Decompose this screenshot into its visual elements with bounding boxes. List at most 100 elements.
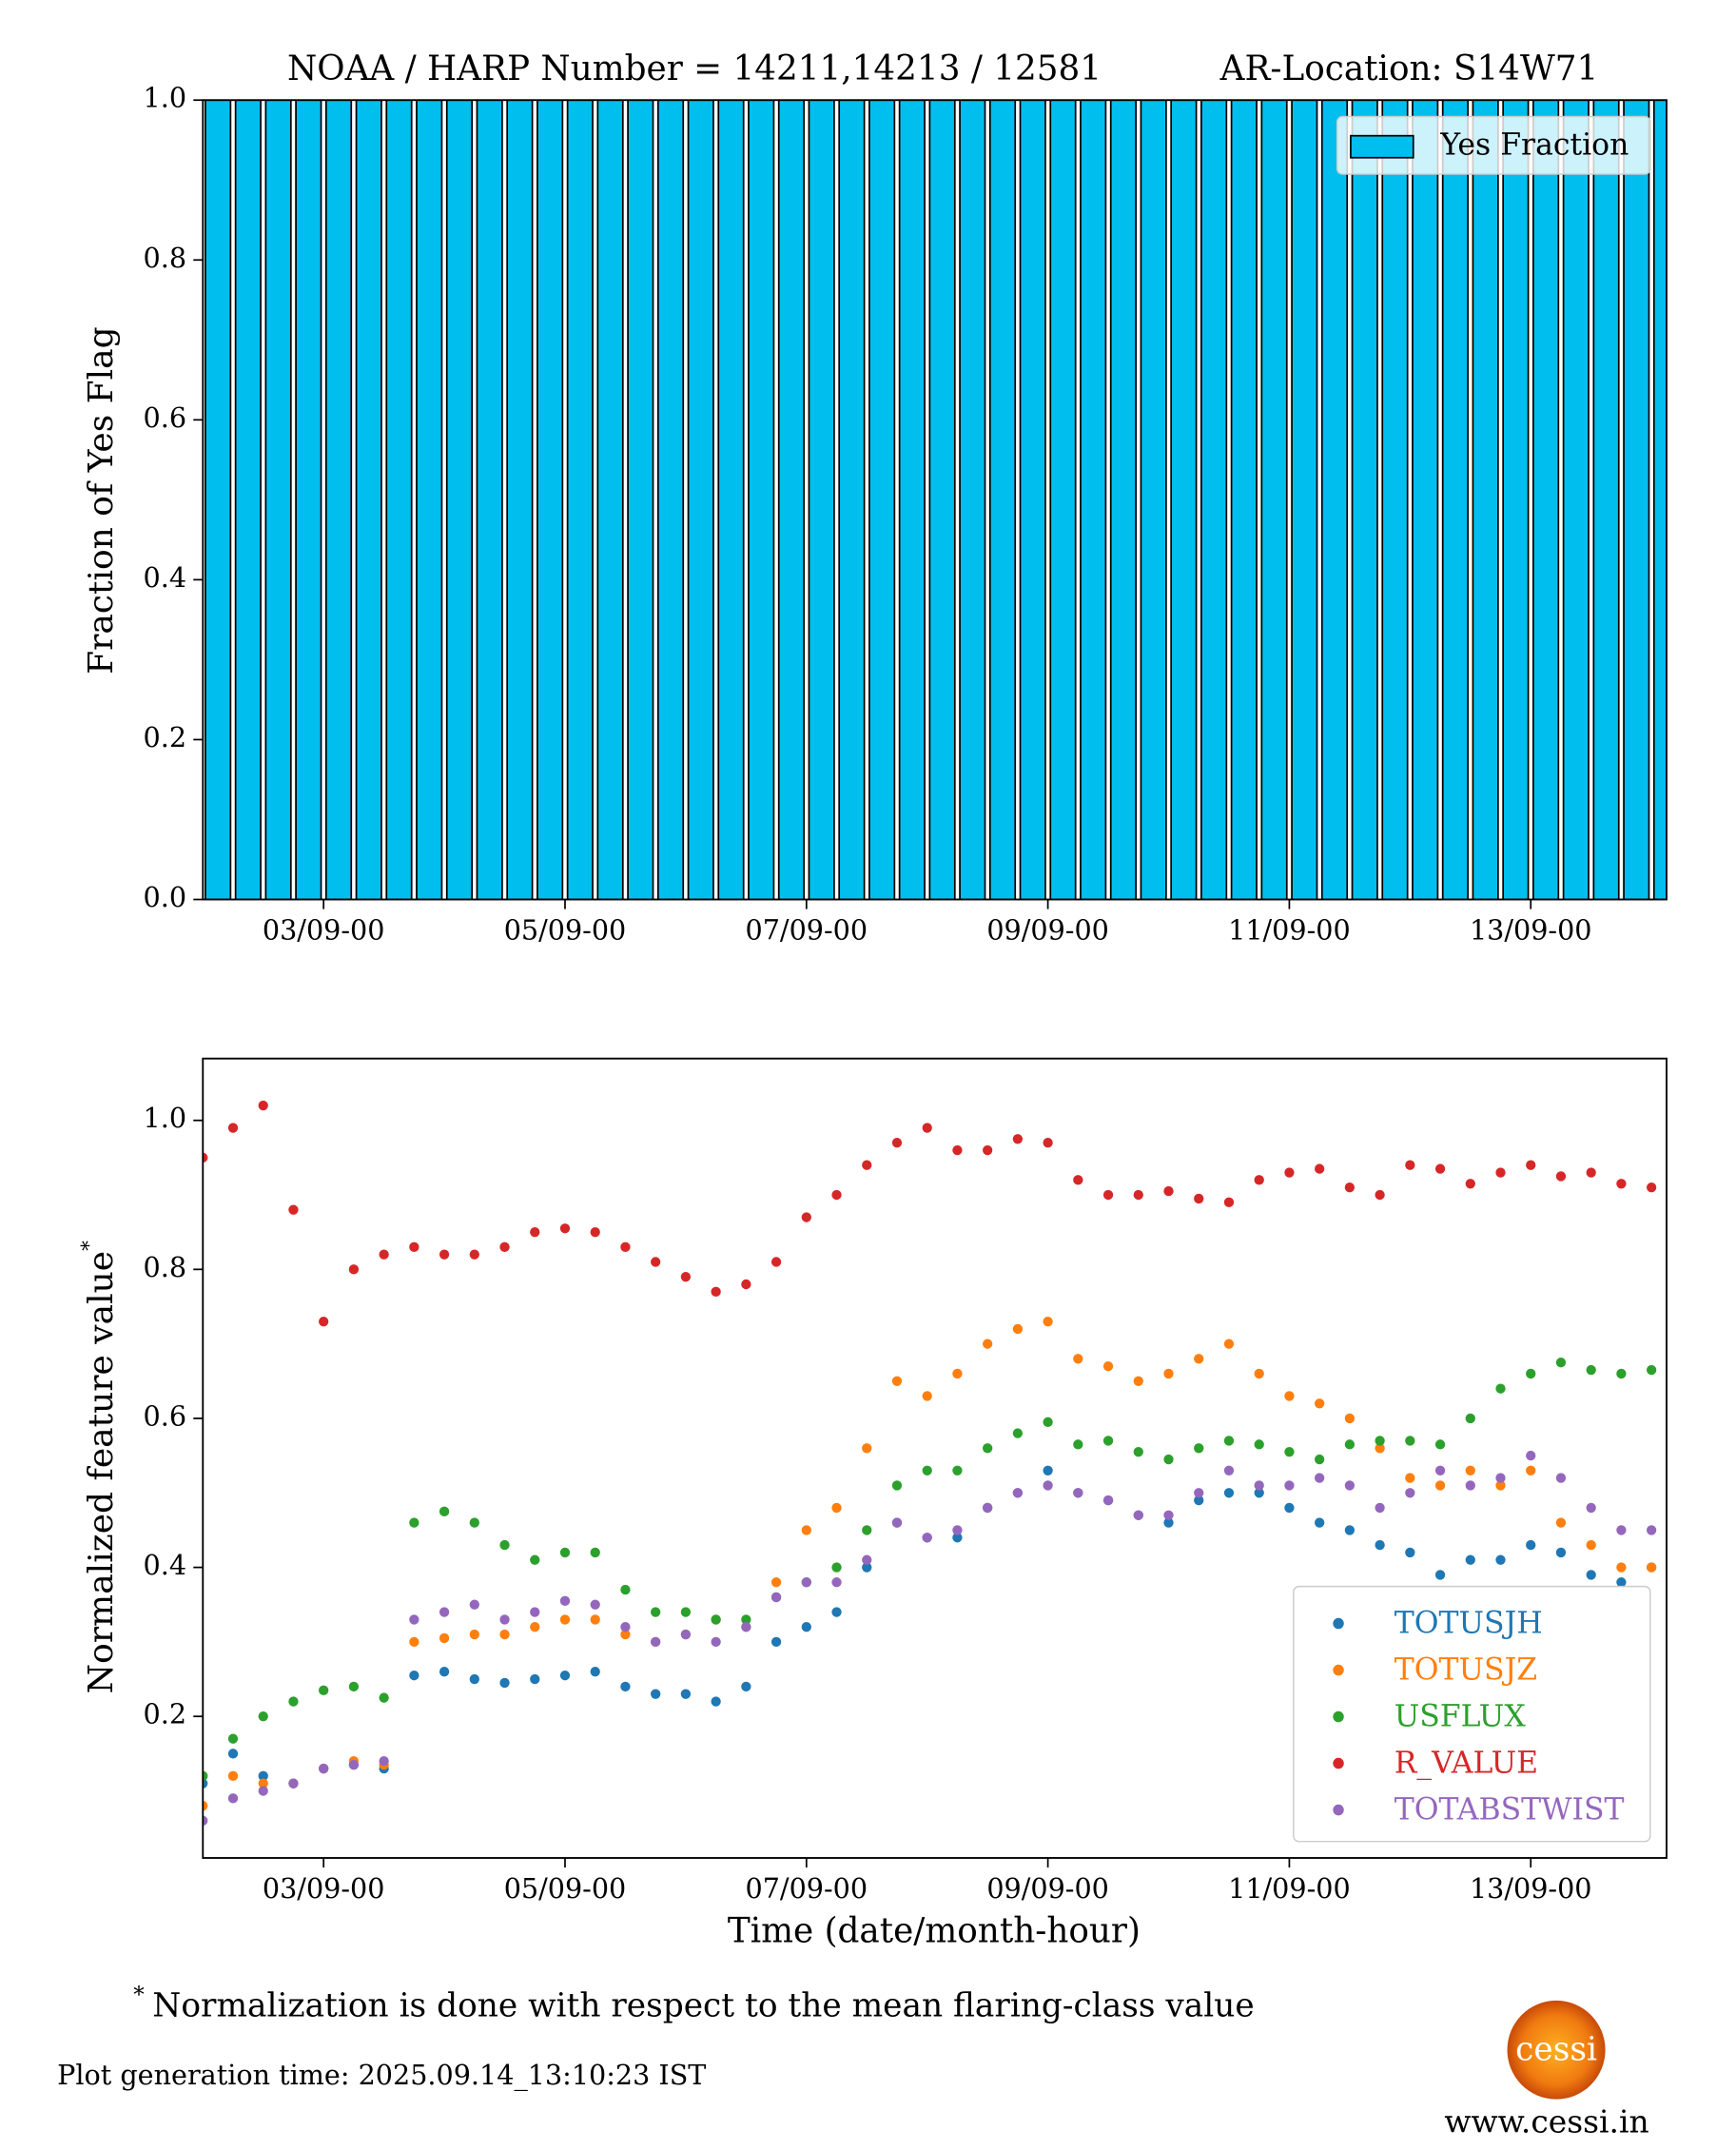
legend-swatch bbox=[1350, 134, 1414, 159]
point bbox=[590, 1599, 600, 1610]
point bbox=[409, 1670, 419, 1681]
y-tick-label: 0.8 bbox=[144, 242, 187, 274]
legend-marker bbox=[1333, 1804, 1344, 1816]
point bbox=[1434, 1465, 1446, 1476]
bar bbox=[324, 100, 353, 900]
point bbox=[922, 1123, 932, 1133]
point bbox=[711, 1636, 721, 1648]
y-tick-label: 1.0 bbox=[144, 1102, 187, 1134]
bar bbox=[1351, 100, 1378, 900]
point bbox=[651, 1257, 661, 1267]
point bbox=[922, 1465, 932, 1476]
point bbox=[288, 1204, 299, 1215]
point bbox=[1284, 1391, 1295, 1401]
point bbox=[983, 1443, 993, 1454]
point bbox=[1102, 1189, 1114, 1201]
point bbox=[559, 1670, 571, 1681]
point bbox=[1616, 1577, 1627, 1588]
point bbox=[439, 1607, 450, 1617]
point bbox=[227, 1749, 239, 1759]
point bbox=[1163, 1454, 1174, 1465]
point bbox=[862, 1525, 872, 1535]
chart-subtitle: AR-Location: S14W71 bbox=[1219, 49, 1599, 88]
point bbox=[741, 1681, 751, 1692]
bar bbox=[1472, 100, 1499, 900]
point bbox=[1405, 1473, 1415, 1483]
point bbox=[680, 1629, 692, 1640]
plot-frame bbox=[202, 99, 1668, 901]
point bbox=[203, 1815, 208, 1827]
point bbox=[319, 1763, 329, 1774]
point bbox=[1434, 1163, 1446, 1174]
point bbox=[499, 1629, 510, 1640]
bar bbox=[1291, 100, 1318, 900]
y-tick-label: 0.8 bbox=[144, 1251, 187, 1283]
legend-marker bbox=[1333, 1710, 1344, 1723]
point bbox=[831, 1607, 842, 1617]
point bbox=[1043, 1480, 1053, 1491]
point bbox=[559, 1223, 571, 1234]
point bbox=[203, 1800, 208, 1811]
bar bbox=[808, 100, 835, 900]
point bbox=[1495, 1167, 1506, 1178]
bar bbox=[1381, 100, 1409, 900]
bar bbox=[1260, 100, 1288, 900]
point bbox=[741, 1622, 751, 1632]
point bbox=[1163, 1517, 1174, 1528]
bar bbox=[205, 100, 232, 900]
point bbox=[1555, 1547, 1567, 1558]
point bbox=[469, 1599, 479, 1610]
point bbox=[499, 1677, 510, 1689]
point bbox=[1375, 1443, 1385, 1454]
point bbox=[801, 1212, 811, 1222]
point bbox=[1465, 1465, 1475, 1476]
point bbox=[530, 1554, 540, 1565]
point bbox=[1526, 1368, 1536, 1379]
point bbox=[651, 1636, 661, 1648]
point bbox=[409, 1517, 419, 1528]
bar bbox=[717, 100, 745, 900]
bar bbox=[1019, 100, 1046, 900]
chart-title: NOAA / HARP Number = 14211,14213 / 12581 bbox=[287, 49, 1102, 88]
point bbox=[862, 1443, 872, 1454]
point bbox=[680, 1607, 692, 1617]
point bbox=[348, 1681, 360, 1692]
point bbox=[620, 1629, 631, 1640]
point bbox=[1314, 1473, 1325, 1483]
point bbox=[1314, 1163, 1325, 1174]
point bbox=[469, 1629, 479, 1640]
point bbox=[1102, 1360, 1114, 1372]
bar bbox=[1412, 100, 1439, 900]
point bbox=[922, 1533, 932, 1543]
point bbox=[379, 1692, 389, 1703]
point bbox=[1073, 1354, 1083, 1364]
point bbox=[1043, 1417, 1053, 1428]
point bbox=[770, 1257, 782, 1267]
point bbox=[439, 1506, 450, 1517]
point bbox=[1133, 1376, 1143, 1386]
point bbox=[227, 1733, 239, 1744]
point bbox=[770, 1577, 782, 1588]
point bbox=[590, 1667, 600, 1677]
point bbox=[1344, 1182, 1356, 1193]
points bbox=[203, 1100, 1657, 1827]
point bbox=[1254, 1480, 1264, 1491]
point bbox=[499, 1539, 510, 1551]
point bbox=[801, 1577, 811, 1588]
legend-marker bbox=[1333, 1617, 1344, 1630]
point bbox=[1646, 1562, 1657, 1573]
point bbox=[1586, 1539, 1596, 1551]
point bbox=[1526, 1450, 1536, 1461]
bar bbox=[656, 100, 685, 900]
point bbox=[530, 1673, 540, 1685]
point bbox=[530, 1607, 540, 1617]
point bbox=[227, 1123, 239, 1133]
point bbox=[1375, 1502, 1385, 1514]
point bbox=[1616, 1368, 1627, 1379]
point bbox=[1616, 1525, 1627, 1535]
point bbox=[1133, 1447, 1143, 1457]
point bbox=[651, 1689, 661, 1699]
point bbox=[1465, 1554, 1475, 1565]
point bbox=[530, 1622, 540, 1632]
